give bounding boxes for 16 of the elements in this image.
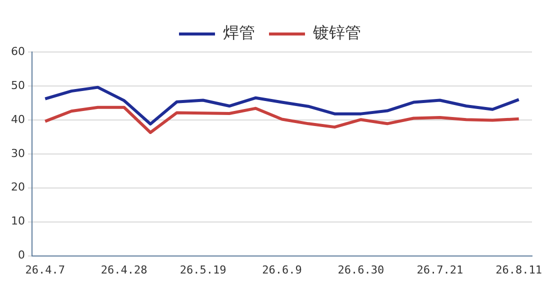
- y-tick-label: 40: [10, 112, 25, 126]
- x-tick-label: 26.6.30: [338, 263, 384, 276]
- x-tick-label: 26.5.19: [180, 263, 226, 276]
- x-tick-label: 26.8.11: [496, 263, 542, 276]
- y-tick-label: 50: [10, 78, 25, 92]
- x-tick-label: 26.7.21: [416, 263, 464, 276]
- legend-label: 镀锌管: [312, 23, 361, 42]
- y-tick-label: 0: [18, 248, 25, 262]
- y-tick-label: 20: [10, 180, 25, 194]
- x-tick-label: 26.6.9: [262, 263, 302, 276]
- y-tick-label: 30: [10, 146, 25, 160]
- y-tick-label: 10: [10, 214, 25, 228]
- y-tick-label: 60: [10, 44, 25, 58]
- x-tick-label: 26.4.28: [100, 263, 148, 276]
- x-tick-label: 26.4.7: [25, 263, 66, 276]
- legend-label: 焊管: [223, 23, 255, 42]
